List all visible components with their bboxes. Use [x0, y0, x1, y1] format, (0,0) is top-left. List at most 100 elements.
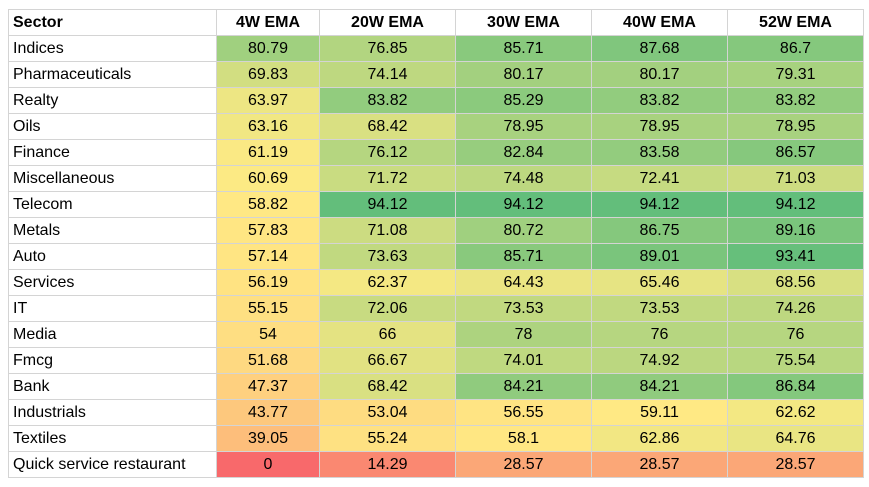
value-cell[interactable]: 39.05	[216, 425, 320, 452]
value-cell[interactable]: 57.14	[216, 243, 320, 270]
value-cell[interactable]: 89.01	[591, 243, 728, 270]
value-cell[interactable]: 78.95	[727, 113, 864, 140]
value-cell[interactable]: 94.12	[591, 191, 728, 218]
value-cell[interactable]: 56.55	[455, 399, 592, 426]
value-cell[interactable]: 80.72	[455, 217, 592, 244]
sector-cell[interactable]: Indices	[8, 35, 217, 62]
value-cell[interactable]: 58.82	[216, 191, 320, 218]
value-cell[interactable]: 78.95	[455, 113, 592, 140]
value-cell[interactable]: 86.75	[591, 217, 728, 244]
value-cell[interactable]: 74.92	[591, 347, 728, 374]
value-cell[interactable]: 82.84	[455, 139, 592, 166]
value-cell[interactable]: 74.01	[455, 347, 592, 374]
value-cell[interactable]: 73.53	[455, 295, 592, 322]
value-cell[interactable]: 28.57	[727, 451, 864, 478]
value-cell[interactable]: 62.86	[591, 425, 728, 452]
value-cell[interactable]: 86.57	[727, 139, 864, 166]
value-cell[interactable]: 73.63	[319, 243, 456, 270]
value-cell[interactable]: 58.1	[455, 425, 592, 452]
sector-cell[interactable]: IT	[8, 295, 217, 322]
value-cell[interactable]: 63.97	[216, 87, 320, 114]
value-cell[interactable]: 43.77	[216, 399, 320, 426]
value-cell[interactable]: 68.56	[727, 269, 864, 296]
sector-cell[interactable]: Miscellaneous	[8, 165, 217, 192]
value-cell[interactable]: 76.85	[319, 35, 456, 62]
value-cell[interactable]: 65.46	[591, 269, 728, 296]
value-cell[interactable]: 84.21	[591, 373, 728, 400]
value-cell[interactable]: 86.7	[727, 35, 864, 62]
value-cell[interactable]: 57.83	[216, 217, 320, 244]
value-cell[interactable]: 76	[591, 321, 728, 348]
value-cell[interactable]: 51.68	[216, 347, 320, 374]
value-cell[interactable]: 84.21	[455, 373, 592, 400]
sector-cell[interactable]: Auto	[8, 243, 217, 270]
value-cell[interactable]: 60.69	[216, 165, 320, 192]
value-cell[interactable]: 54	[216, 321, 320, 348]
value-cell[interactable]: 94.12	[727, 191, 864, 218]
sector-cell[interactable]: Quick service restaurant	[8, 451, 217, 478]
header-cell[interactable]: 20W EMA	[319, 9, 456, 36]
value-cell[interactable]: 87.68	[591, 35, 728, 62]
sector-cell[interactable]: Textiles	[8, 425, 217, 452]
value-cell[interactable]: 85.71	[455, 243, 592, 270]
value-cell[interactable]: 28.57	[455, 451, 592, 478]
sector-cell[interactable]: Metals	[8, 217, 217, 244]
sector-cell[interactable]: Media	[8, 321, 217, 348]
sector-cell[interactable]: Industrials	[8, 399, 217, 426]
value-cell[interactable]: 59.11	[591, 399, 728, 426]
value-cell[interactable]: 93.41	[727, 243, 864, 270]
value-cell[interactable]: 55.15	[216, 295, 320, 322]
value-cell[interactable]: 74.14	[319, 61, 456, 88]
sector-cell[interactable]: Telecom	[8, 191, 217, 218]
header-cell[interactable]: 4W EMA	[216, 9, 320, 36]
value-cell[interactable]: 89.16	[727, 217, 864, 244]
value-cell[interactable]: 80.17	[455, 61, 592, 88]
value-cell[interactable]: 0	[216, 451, 320, 478]
header-cell[interactable]: 30W EMA	[455, 9, 592, 36]
sector-cell[interactable]: Finance	[8, 139, 217, 166]
value-cell[interactable]: 28.57	[591, 451, 728, 478]
value-cell[interactable]: 64.43	[455, 269, 592, 296]
value-cell[interactable]: 72.41	[591, 165, 728, 192]
value-cell[interactable]: 94.12	[455, 191, 592, 218]
header-cell[interactable]: Sector	[8, 9, 217, 36]
value-cell[interactable]: 78	[455, 321, 592, 348]
value-cell[interactable]: 83.82	[591, 87, 728, 114]
value-cell[interactable]: 66.67	[319, 347, 456, 374]
value-cell[interactable]: 71.03	[727, 165, 864, 192]
value-cell[interactable]: 76.12	[319, 139, 456, 166]
value-cell[interactable]: 53.04	[319, 399, 456, 426]
value-cell[interactable]: 14.29	[319, 451, 456, 478]
value-cell[interactable]: 63.16	[216, 113, 320, 140]
value-cell[interactable]: 71.08	[319, 217, 456, 244]
value-cell[interactable]: 83.58	[591, 139, 728, 166]
value-cell[interactable]: 85.29	[455, 87, 592, 114]
value-cell[interactable]: 78.95	[591, 113, 728, 140]
value-cell[interactable]: 74.48	[455, 165, 592, 192]
value-cell[interactable]: 61.19	[216, 139, 320, 166]
value-cell[interactable]: 94.12	[319, 191, 456, 218]
value-cell[interactable]: 72.06	[319, 295, 456, 322]
value-cell[interactable]: 56.19	[216, 269, 320, 296]
value-cell[interactable]: 76	[727, 321, 864, 348]
value-cell[interactable]: 69.83	[216, 61, 320, 88]
value-cell[interactable]: 80.17	[591, 61, 728, 88]
sector-cell[interactable]: Bank	[8, 373, 217, 400]
value-cell[interactable]: 64.76	[727, 425, 864, 452]
sector-cell[interactable]: Services	[8, 269, 217, 296]
value-cell[interactable]: 74.26	[727, 295, 864, 322]
value-cell[interactable]: 66	[319, 321, 456, 348]
value-cell[interactable]: 85.71	[455, 35, 592, 62]
value-cell[interactable]: 86.84	[727, 373, 864, 400]
value-cell[interactable]: 83.82	[319, 87, 456, 114]
value-cell[interactable]: 68.42	[319, 113, 456, 140]
value-cell[interactable]: 73.53	[591, 295, 728, 322]
header-cell[interactable]: 40W EMA	[591, 9, 728, 36]
value-cell[interactable]: 47.37	[216, 373, 320, 400]
value-cell[interactable]: 55.24	[319, 425, 456, 452]
value-cell[interactable]: 71.72	[319, 165, 456, 192]
header-cell[interactable]: 52W EMA	[727, 9, 864, 36]
value-cell[interactable]: 62.37	[319, 269, 456, 296]
sector-cell[interactable]: Pharmaceuticals	[8, 61, 217, 88]
value-cell[interactable]: 75.54	[727, 347, 864, 374]
